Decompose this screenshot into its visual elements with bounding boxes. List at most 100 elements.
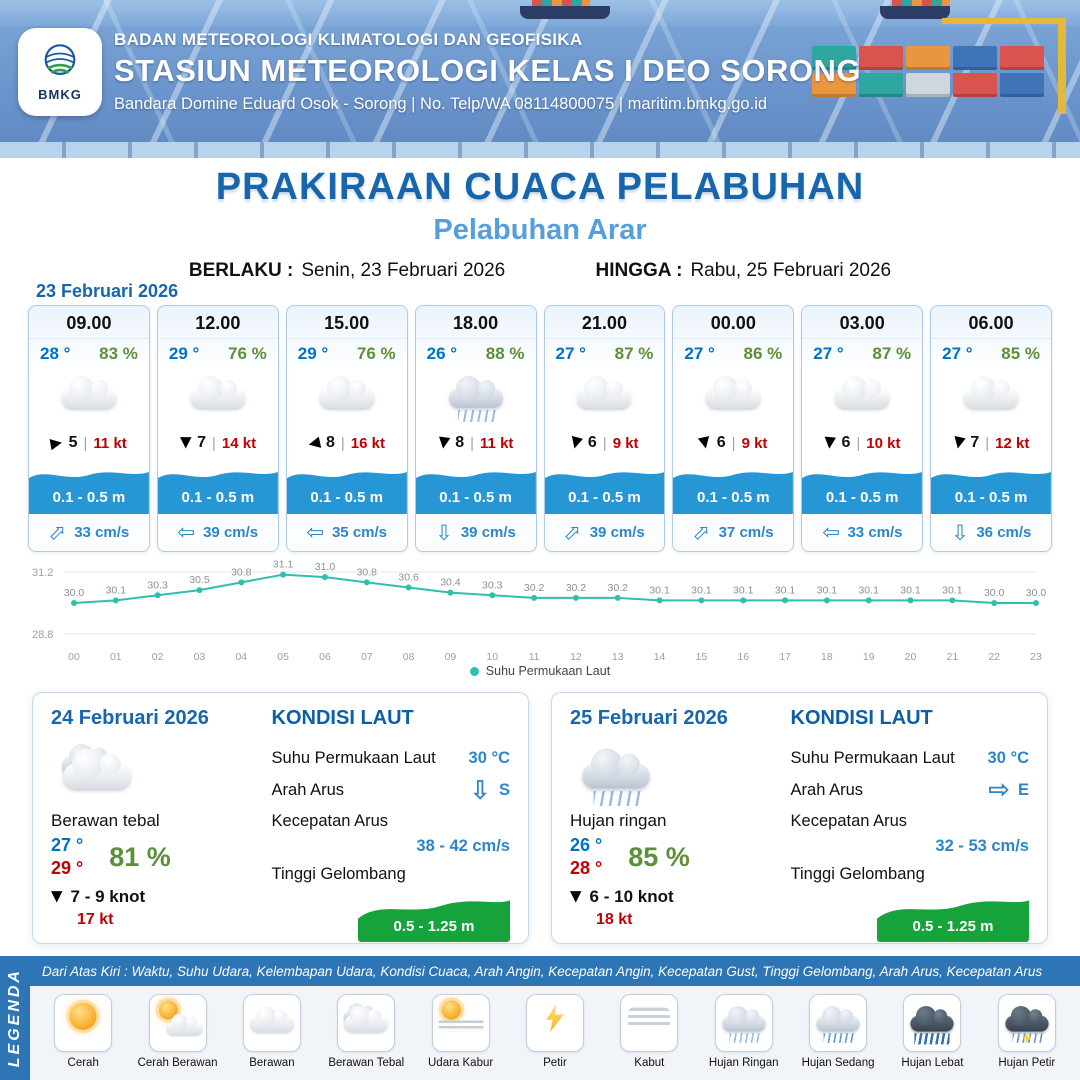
svg-text:30.1: 30.1 <box>817 584 838 596</box>
wave-shape-icon <box>876 900 1029 942</box>
svg-text:30.1: 30.1 <box>858 584 879 596</box>
temp-max: 28 ° <box>570 858 603 878</box>
svg-text:30.0: 30.0 <box>1026 587 1047 599</box>
wind-direction-icon: ▲ <box>568 433 584 454</box>
bmkg-globe-icon <box>44 44 76 75</box>
current-speed: 39 cm/s <box>203 524 259 541</box>
legend-item: Cerah <box>36 994 130 1069</box>
legend-items-row: Cerah Cerah Berawan Berawan Berawan Teba… <box>30 986 1080 1080</box>
wind-row: ▲ 6 | 10 kt <box>802 428 922 458</box>
divider: | <box>470 434 475 452</box>
berlaku-value: Senin, 23 Februari 2026 <box>301 260 506 281</box>
sea-conditions: KONDISI LAUT Suhu Permukaan Laut 30 °C A… <box>258 707 510 942</box>
sea-conditions: KONDISI LAUT Suhu Permukaan Laut 30 °C A… <box>777 707 1029 942</box>
air-temperature: 29 ° <box>297 344 329 363</box>
svg-text:07: 07 <box>361 651 373 662</box>
humidity: 81 % <box>109 841 171 872</box>
wind-row: ▲ 5 | 11 kt <box>29 428 149 458</box>
weather-icon <box>673 366 793 428</box>
hourly-forecast-card: 09.00 28 ° 83 % ▲ 5 | 11 kt 0.1 - 0.5 m … <box>28 305 150 552</box>
legend-item: Hujan Sedang <box>791 994 885 1069</box>
wave-height: 0.1 - 0.5 m <box>954 489 1028 506</box>
berlaku-label: BERLAKU : <box>188 260 294 281</box>
weather-condition: Berawan tebal <box>51 811 160 830</box>
svg-text:30.8: 30.8 <box>357 566 378 578</box>
wind-speed: 8 <box>455 434 465 451</box>
wave-shape-icon <box>357 900 510 942</box>
legend-item: Cerah Berawan <box>130 994 224 1069</box>
divider: | <box>856 434 861 452</box>
wave-height: 0.1 - 0.5 m <box>825 489 899 506</box>
svg-text:19: 19 <box>863 651 875 662</box>
wind-gust: 11 kt <box>480 434 514 452</box>
svg-text:20: 20 <box>905 651 917 662</box>
sst-label: Suhu Permukaan Laut <box>790 749 955 767</box>
wind-direction-icon: ▲ <box>51 888 63 907</box>
weather-icon <box>416 366 536 428</box>
wave-height-band: 0.1 - 0.5 m <box>29 462 149 514</box>
sea-conditions-title: KONDISI LAUT <box>790 707 933 729</box>
divider: | <box>985 434 990 452</box>
divider: | <box>731 434 736 452</box>
current-speed-value: 32 - 53 cm/s <box>935 837 1029 855</box>
svg-text:01: 01 <box>110 651 122 662</box>
legend-weather-icon <box>338 998 394 1048</box>
sst-chart: 31.2 28.8 30.0 00 30.1 01 30.3 02 30.5 03 30.8 04 31… <box>30 556 1050 688</box>
wind-direction-icon: ▲ <box>47 435 68 451</box>
temperature-block: 27 ° 29 ° 81 % <box>51 835 258 879</box>
current-speed: 36 cm/s <box>976 524 1032 541</box>
wave-height-band: 0.1 - 0.5 m <box>931 462 1051 514</box>
forecast-time: 03.00 <box>802 306 923 339</box>
wind-row: ▲ 6 - 10 knot <box>570 887 777 907</box>
wind-direction-icon: ▲ <box>303 435 324 451</box>
hourly-forecast-card: 06.00 27 ° 85 % ▲ 7 | 12 kt 0.1 - 0.5 m … <box>930 305 1052 552</box>
legend-item: Berawan Tebal <box>319 994 413 1069</box>
svg-text:13: 13 <box>612 651 624 662</box>
svg-text:30.3: 30.3 <box>482 579 503 591</box>
chart-legend-label: Suhu Permukaan Laut <box>485 664 611 678</box>
hingga-label: HINGGA : <box>595 260 683 281</box>
weather-icon <box>802 366 922 428</box>
divider: | <box>83 434 88 452</box>
current-speed: 33 cm/s <box>74 524 130 541</box>
wave-shape-icon <box>673 472 794 514</box>
current-direction-label: Arah Arus <box>790 780 864 799</box>
svg-text:30.1: 30.1 <box>775 584 796 596</box>
current-direction-icon: ⇨ <box>948 523 973 542</box>
svg-text:21: 21 <box>947 651 959 662</box>
weather-icon <box>158 366 278 428</box>
svg-text:14: 14 <box>654 651 666 662</box>
legend-icon-box <box>337 994 396 1052</box>
wind-direction-icon: ▲ <box>179 434 192 453</box>
wind-direction-icon: ▲ <box>570 888 582 907</box>
svg-text:30.1: 30.1 <box>900 584 921 596</box>
humidity: 76 % <box>228 344 267 363</box>
weather-condition: Hujan ringan <box>570 811 667 830</box>
air-temperature: 27 ° <box>684 344 715 363</box>
legend-icon-box <box>525 994 584 1052</box>
wave-shape-icon <box>415 472 536 514</box>
current-speed: 39 cm/s <box>460 524 516 541</box>
svg-text:03: 03 <box>194 651 206 662</box>
current-direction-value: E <box>1017 780 1029 799</box>
daily-forecast-card: 24 Februari 2026 Berawan tebal 27 ° 29 °… <box>32 692 529 944</box>
svg-text:30.2: 30.2 <box>566 582 587 594</box>
page-title: PRAKIRAAN CUACA PELABUHAN <box>215 166 865 208</box>
svg-text:05: 05 <box>277 651 289 662</box>
svg-text:31.2: 31.2 <box>32 567 53 579</box>
legend-icon-box <box>809 994 868 1052</box>
forecast-date: 23 Februari 2026 <box>36 281 179 301</box>
current-direction-icon: ⇨ <box>42 517 72 547</box>
humidity: 83 % <box>99 344 138 363</box>
humidity: 85 % <box>628 841 690 872</box>
daily-date: 24 Februari 2026 <box>51 707 209 729</box>
wind-gust: 12 kt <box>995 434 1030 452</box>
current-row: ⇨ 37 cm/s <box>673 514 794 551</box>
svg-text:04: 04 <box>235 651 247 662</box>
air-temperature: 27 ° <box>813 344 844 363</box>
legend-weather-icon <box>150 998 206 1048</box>
hourly-forecast-card: 03.00 27 ° 87 % ▲ 6 | 10 kt 0.1 - 0.5 m … <box>801 305 924 552</box>
legend-label: Cerah <box>67 1057 99 1069</box>
legend-item: Kabut <box>602 994 696 1069</box>
wind-speed: 8 <box>325 434 335 451</box>
